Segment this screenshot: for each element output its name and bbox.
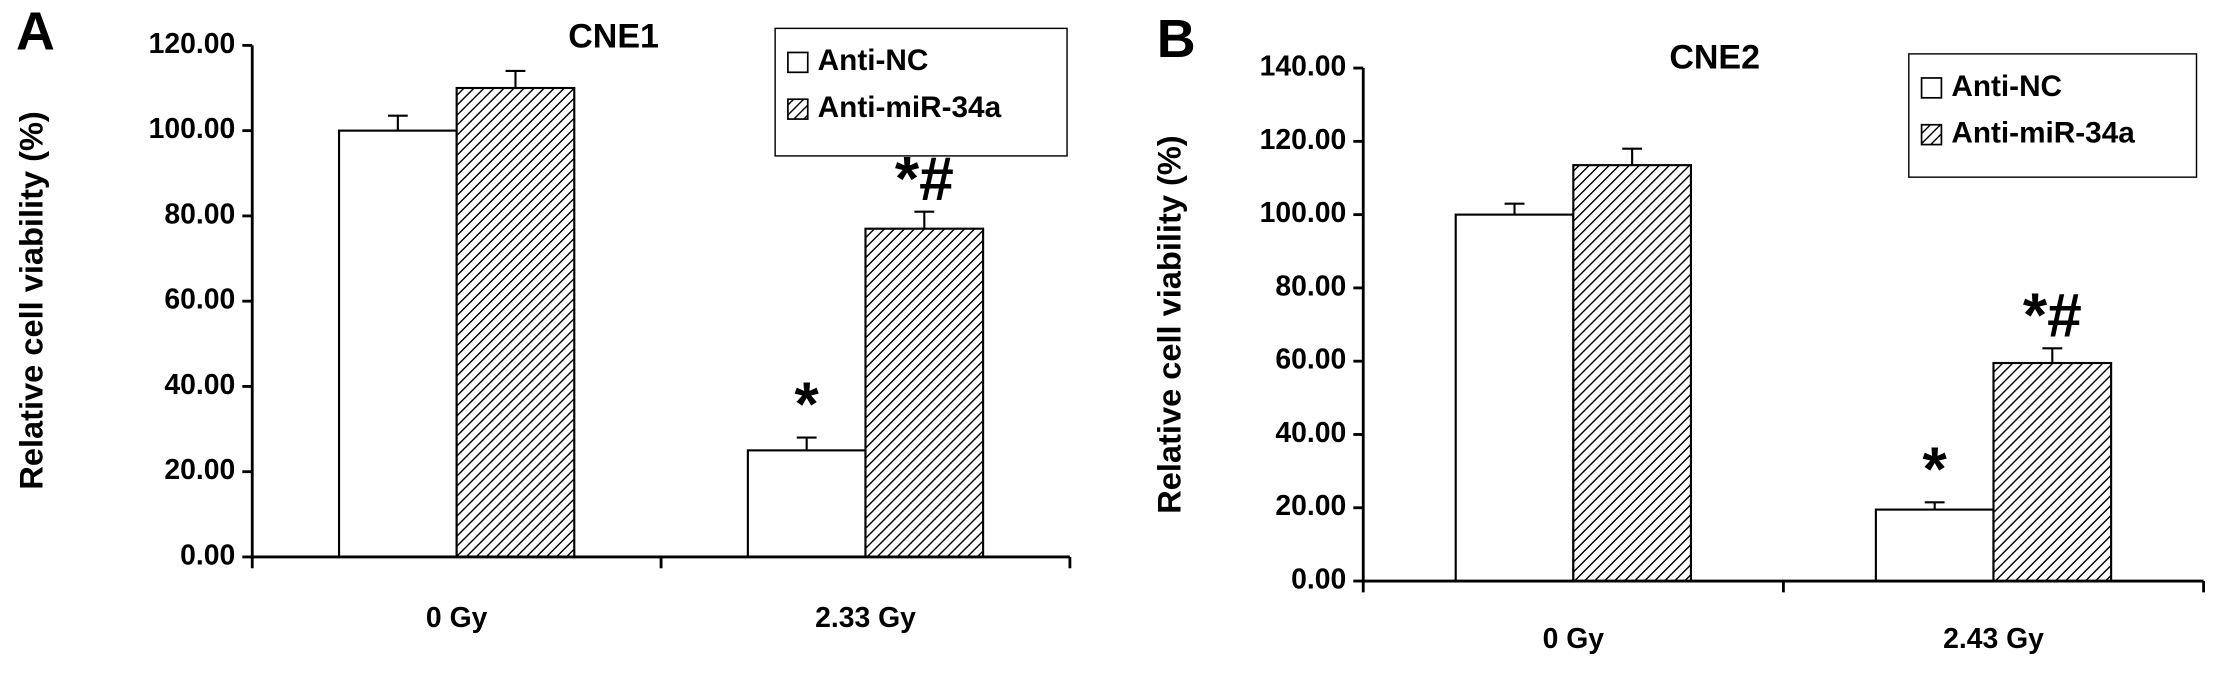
y-tick-label: 80.00: [1275, 270, 1346, 302]
legend-label: Anti-miR-34a: [1951, 117, 2135, 150]
significance-mark: *#: [2023, 281, 2082, 350]
legend-swatch: [1920, 77, 1943, 99]
legend-label: Anti-miR-34a: [818, 91, 1002, 124]
bar: [746, 449, 867, 559]
y-tick-label: 60.00: [1275, 344, 1346, 376]
legend-swatch: [787, 51, 809, 74]
y-axis-label: Relative cell viability (%): [13, 111, 50, 489]
legend-label: Anti-NC: [818, 44, 929, 77]
bar: [1572, 164, 1693, 583]
legend-swatch: [787, 98, 809, 120]
panel-label: B: [1157, 9, 1196, 69]
x-tick-label: 0 Gy: [426, 602, 488, 634]
bar: [337, 129, 458, 559]
bar: [455, 86, 576, 559]
chart-title: CNE2: [1669, 39, 1760, 77]
y-tick-label: 80.00: [164, 198, 235, 230]
y-tick-label: 120.00: [1260, 124, 1347, 156]
x-tick-label: 2.33 Gy: [815, 602, 916, 634]
y-tick-label: 60.00: [164, 284, 235, 316]
bar: [1454, 213, 1575, 583]
legend-swatch: [1920, 123, 1943, 146]
y-tick-label: 20.00: [1275, 490, 1346, 522]
y-tick-label: 20.00: [164, 454, 235, 486]
y-tick-label: 100.00: [1260, 197, 1347, 229]
bar: [864, 227, 985, 559]
y-tick-label: 0.00: [1291, 564, 1346, 596]
x-tick-label: 2.43 Gy: [1943, 623, 2044, 655]
y-tick-label: 100.00: [149, 113, 236, 145]
y-tick-label: 140.00: [1260, 51, 1347, 83]
significance-mark: *: [795, 371, 820, 440]
bar: [1874, 508, 1995, 583]
significance-mark: *: [1923, 435, 1948, 504]
y-tick-label: 120.00: [149, 28, 236, 60]
chart-title: CNE1: [568, 17, 659, 55]
legend-box: [1908, 53, 2198, 178]
legend-label: Anti-NC: [1951, 70, 2062, 103]
y-tick-label: 0.00: [180, 539, 235, 571]
x-tick-label: 0 Gy: [1543, 623, 1605, 655]
y-tick-label: 40.00: [164, 369, 235, 401]
bar: [1992, 361, 2113, 583]
panel-label: A: [16, 2, 55, 62]
y-axis-label: Relative cell viability (%): [1151, 135, 1188, 513]
y-tick-label: 40.00: [1275, 417, 1346, 449]
legend-box: [774, 27, 1068, 157]
